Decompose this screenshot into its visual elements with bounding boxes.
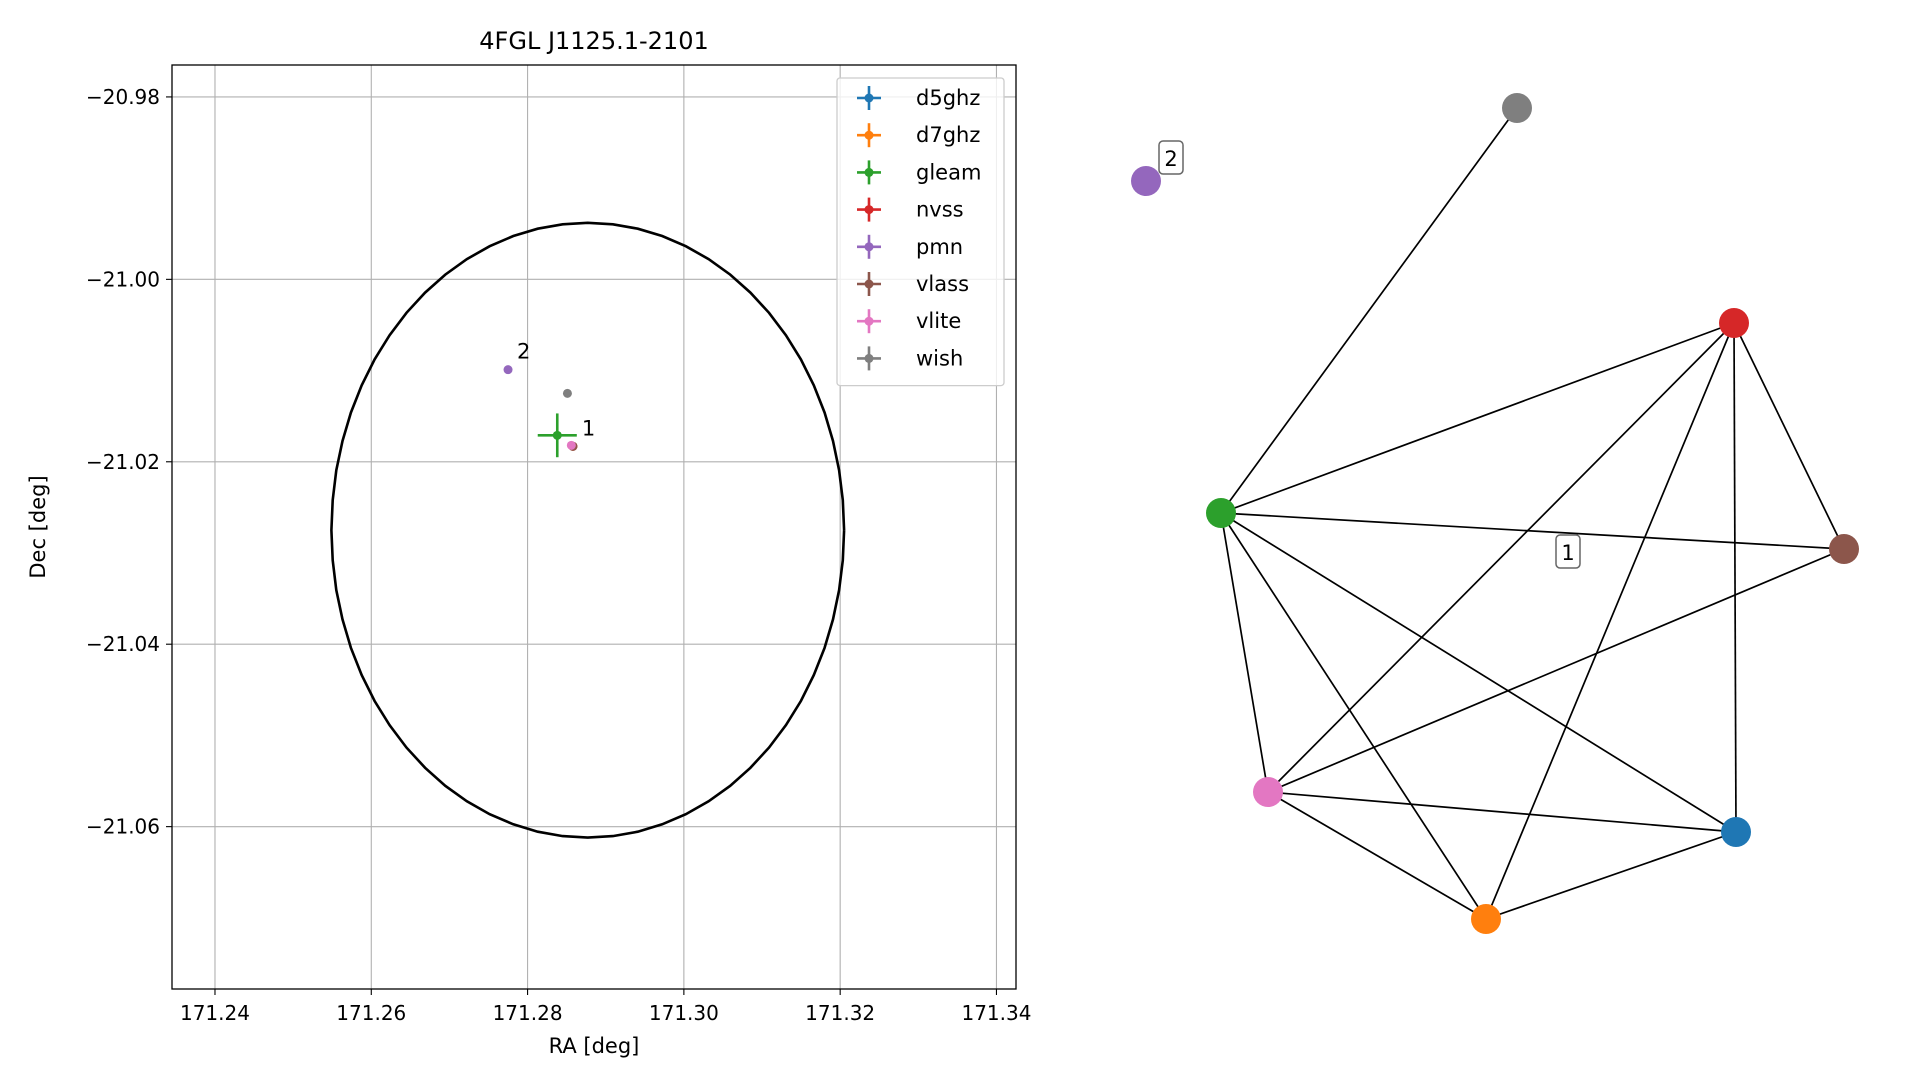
point-marker bbox=[562, 388, 572, 398]
point-gleam bbox=[537, 413, 577, 458]
legend-handle-marker bbox=[864, 167, 874, 177]
legend-handle-marker bbox=[864, 353, 874, 363]
x-tick-label: 171.30 bbox=[649, 1001, 719, 1025]
association-graph: 21 bbox=[1131, 93, 1859, 934]
legend-handle-marker bbox=[864, 316, 874, 326]
annotation-label: 2 bbox=[517, 340, 530, 364]
legend-handle-marker bbox=[864, 93, 874, 103]
point-wish bbox=[562, 388, 572, 398]
group-label-text: 2 bbox=[1164, 147, 1177, 171]
localization-ellipse bbox=[330, 221, 846, 839]
legend-label: gleam bbox=[916, 160, 981, 184]
legend-entries: d5ghz d7ghz gleam nvss pmn vlass vlite wish bbox=[857, 86, 981, 371]
legend-label: vlass bbox=[916, 272, 969, 296]
point-marker bbox=[503, 365, 513, 375]
source-points bbox=[503, 365, 578, 458]
legend-label: d7ghz bbox=[916, 123, 980, 147]
point-marker bbox=[566, 440, 576, 450]
edge-vlite-vlass bbox=[1267, 548, 1845, 793]
legend-handle-marker bbox=[864, 130, 874, 140]
legend-entry-nvss: nvss bbox=[857, 197, 964, 222]
localization-ellipse-layer bbox=[330, 221, 846, 839]
node-gleam bbox=[1206, 498, 1236, 528]
x-tick-label: 171.24 bbox=[180, 1001, 250, 1025]
y-tick-label: −21.00 bbox=[86, 267, 160, 291]
node-nvss bbox=[1719, 308, 1749, 338]
annotation-label: 1 bbox=[582, 416, 595, 440]
edge-nvss-d5ghz bbox=[1733, 322, 1737, 833]
point-pmn bbox=[503, 365, 513, 375]
legend-entry-wish: wish bbox=[857, 346, 963, 371]
legend-label: d5ghz bbox=[916, 86, 980, 110]
group-label-box bbox=[1158, 140, 1184, 175]
y-tick-label: −21.02 bbox=[86, 450, 160, 474]
node-vlite bbox=[1253, 777, 1283, 807]
x-tick-label: 171.28 bbox=[493, 1001, 563, 1025]
edge-vlite-d5ghz bbox=[1267, 791, 1737, 833]
legend-handle-marker bbox=[864, 242, 874, 252]
group-label-box bbox=[1555, 534, 1581, 569]
edge-gleam-d5ghz bbox=[1220, 512, 1737, 833]
y-tick-label: −21.04 bbox=[86, 632, 160, 656]
y-tick-label: −21.06 bbox=[86, 815, 160, 839]
edge-vlite-d7ghz bbox=[1267, 791, 1487, 920]
legend: d5ghz d7ghz gleam nvss pmn vlass vlite wish bbox=[836, 77, 1005, 387]
edge-nvss-vlite bbox=[1267, 322, 1735, 793]
node-pmn bbox=[1131, 166, 1161, 196]
point-marker bbox=[552, 430, 562, 440]
node-wish bbox=[1502, 93, 1532, 123]
legend-entry-d5ghz: d5ghz bbox=[857, 86, 980, 110]
node-d7ghz bbox=[1471, 904, 1501, 934]
edge-nvss-d7ghz bbox=[1485, 322, 1735, 920]
edge-gleam-vlite bbox=[1220, 512, 1269, 793]
grid-lines bbox=[172, 65, 1016, 989]
legend-entry-gleam: gleam bbox=[857, 160, 981, 185]
group-label-1: 1 bbox=[1555, 534, 1581, 569]
edge-wish-gleam bbox=[1220, 107, 1518, 514]
legend-label: pmn bbox=[916, 235, 963, 259]
legend-entry-vlass: vlass bbox=[857, 272, 969, 296]
graph-group-labels: 21 bbox=[1158, 140, 1581, 569]
match-annotations: 21 bbox=[517, 340, 595, 441]
x-tick-label: 171.26 bbox=[336, 1001, 406, 1025]
legend-frame bbox=[836, 77, 1005, 387]
x-axis-ticks: 171.24 171.26 171.28 171.30 171.32 171.34 bbox=[180, 989, 1031, 1025]
plot-title: 4FGL J1125.1-2101 bbox=[479, 27, 708, 55]
legend-entry-vlite: vlite bbox=[857, 309, 961, 334]
edge-d7ghz-d5ghz bbox=[1485, 831, 1737, 920]
edge-gleam-nvss bbox=[1220, 322, 1735, 514]
legend-handle-marker bbox=[864, 279, 874, 289]
x-tick-label: 171.34 bbox=[961, 1001, 1031, 1025]
group-label-2: 2 bbox=[1158, 140, 1184, 175]
legend-label: vlite bbox=[916, 309, 961, 333]
y-tick-label: −20.98 bbox=[86, 85, 160, 109]
y-axis-label: Dec [deg] bbox=[26, 475, 50, 578]
edge-gleam-vlass bbox=[1220, 512, 1845, 550]
node-vlass bbox=[1829, 534, 1859, 564]
group-label-text: 1 bbox=[1561, 541, 1574, 565]
sky-position-plot: 21 171.24 171.26 171.28 171.30 171.32 171.34 … bbox=[26, 27, 1031, 1058]
legend-entry-pmn: pmn bbox=[857, 234, 963, 259]
node-d5ghz bbox=[1721, 817, 1751, 847]
graph-edges bbox=[1220, 107, 1845, 920]
x-tick-label: 171.32 bbox=[805, 1001, 875, 1025]
legend-handle-marker bbox=[864, 205, 874, 215]
point-vlite bbox=[566, 440, 576, 450]
x-axis-label: RA [deg] bbox=[549, 1034, 640, 1058]
legend-label: nvss bbox=[916, 198, 964, 222]
legend-entry-d7ghz: d7ghz bbox=[857, 123, 980, 148]
legend-label: wish bbox=[916, 346, 963, 370]
axes-frame bbox=[171, 64, 1017, 990]
edge-gleam-d7ghz bbox=[1220, 512, 1487, 920]
y-axis-ticks: −20.98 −21.00 −21.02 −21.04 −21.06 bbox=[86, 85, 172, 839]
edge-nvss-vlass bbox=[1733, 322, 1845, 550]
graph-nodes bbox=[1131, 93, 1859, 934]
